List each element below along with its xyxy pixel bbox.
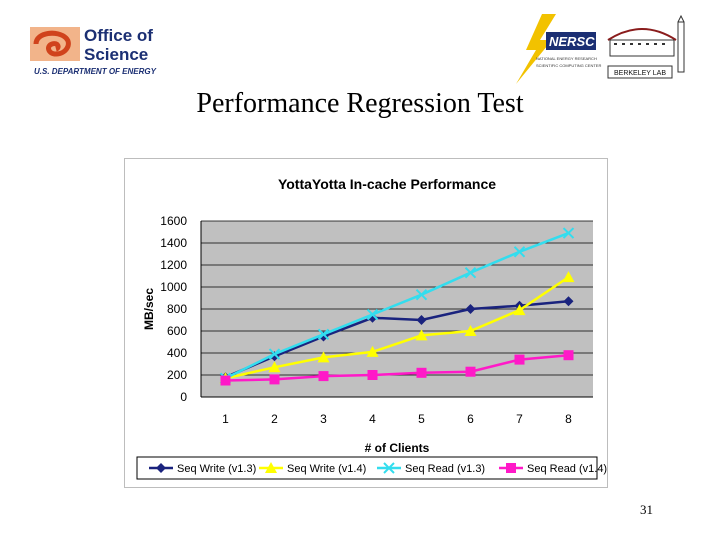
data-point-s4 [269, 374, 280, 385]
x-tick-label: 5 [418, 412, 425, 426]
nersc-sub-1: NATIONAL ENERGY RESEARCH [536, 56, 597, 61]
legend-marker [156, 463, 166, 473]
legend-marker [506, 463, 516, 473]
y-tick-label: 1600 [160, 214, 187, 228]
x-tick-label: 6 [467, 412, 474, 426]
data-point-s2 [268, 361, 281, 373]
data-point-s4 [416, 367, 427, 378]
y-tick-label: 1000 [160, 280, 187, 294]
x-tick-label: 2 [271, 412, 278, 426]
data-point-s1 [269, 351, 280, 362]
data-point-s2 [562, 271, 575, 283]
nersc-sub-2: SCIENTIFIC COMPUTING CENTER [536, 63, 601, 68]
data-point-s3 [268, 348, 281, 360]
page-number: 31 [640, 502, 653, 517]
data-point-s1 [367, 312, 378, 323]
doe-logo-line1: Office of [84, 26, 153, 45]
data-point-s1 [416, 315, 427, 325]
data-point-s4 [318, 371, 329, 382]
doe-office-of-science-logo: Office of Science U.S. DEPARTMENT OF ENE… [30, 26, 157, 76]
nersc-berkeley-logos: NERSC NATIONAL ENERGY RESEARCH SCIENTIFI… [516, 14, 685, 84]
data-point-s3 [464, 266, 477, 279]
y-tick-label: 1200 [160, 258, 187, 272]
berkeley-lab-box [607, 65, 673, 79]
data-point-s3 [317, 328, 330, 341]
data-point-s1 [563, 296, 574, 307]
data-point-s4 [514, 354, 525, 365]
data-point-s4 [465, 366, 476, 377]
chart-title: YottaYotta In-cache Performance [278, 176, 496, 192]
data-point-s2 [513, 304, 526, 316]
legend-label: Seq Write (v1.3) [177, 463, 256, 475]
doe-logo-sub: U.S. DEPARTMENT OF ENERGY [34, 67, 157, 76]
y-axis-label: MB/sec [142, 288, 156, 330]
data-point-s1 [465, 304, 476, 314]
data-point-s3 [366, 308, 379, 321]
x-tick-label: 7 [516, 412, 523, 426]
series-line-2 [225, 276, 570, 380]
berkeley-lab-text: BERKELEY LAB [614, 70, 666, 77]
y-tick-label: 400 [167, 346, 187, 360]
data-point-s4 [563, 350, 574, 361]
x-tick-label: 8 [565, 412, 572, 426]
lightning-bolt-icon [516, 14, 556, 84]
nersc-logo-text: NERSC [549, 34, 595, 49]
berkeley-lab-building-icon [607, 14, 685, 73]
y-tick-label: 0 [180, 390, 187, 404]
data-point-s2 [366, 345, 379, 357]
data-point-s4 [367, 370, 378, 380]
series-line-1 [225, 300, 569, 379]
legend-label: Seq Write (v1.4) [287, 463, 366, 475]
doe-logo-line2: Science [84, 45, 148, 64]
data-point-s2 [464, 325, 477, 336]
x-tick-label: 4 [369, 412, 376, 426]
data-point-s2 [415, 329, 428, 341]
legend-box [136, 456, 598, 480]
x-tick-label: 3 [320, 412, 327, 426]
legend-marker [265, 462, 277, 473]
doe-logo-swirl-icon [33, 30, 71, 57]
data-point-s3 [415, 288, 428, 301]
line-chart: YottaYotta In-cache Performance 0 200 400 60… [136, 176, 607, 480]
y-tick-label: 600 [167, 324, 187, 338]
nersc-logo-box [546, 32, 596, 50]
legend-marker [383, 462, 395, 474]
legend-label: Seq Read (v1.4) [527, 463, 607, 475]
y-tick-label: 200 [167, 368, 187, 382]
y-tick-label: 1400 [160, 236, 187, 250]
x-axis-label: # of Clients [365, 441, 430, 455]
data-point-s3 [562, 227, 575, 239]
legend-label: Seq Read (v1.3) [405, 463, 485, 475]
data-point-s3 [513, 246, 526, 258]
series-line-4 [225, 353, 569, 382]
chart-frame: YottaYotta In-cache Performance 0 200 400 60… [124, 158, 608, 488]
series-line-3 [224, 231, 569, 380]
data-point-s2 [317, 351, 330, 363]
data-point-s4 [220, 375, 231, 386]
x-tick-label: 1 [222, 412, 229, 426]
slide-title: Performance Regression Test [196, 88, 524, 119]
y-tick-label: 800 [167, 302, 187, 316]
